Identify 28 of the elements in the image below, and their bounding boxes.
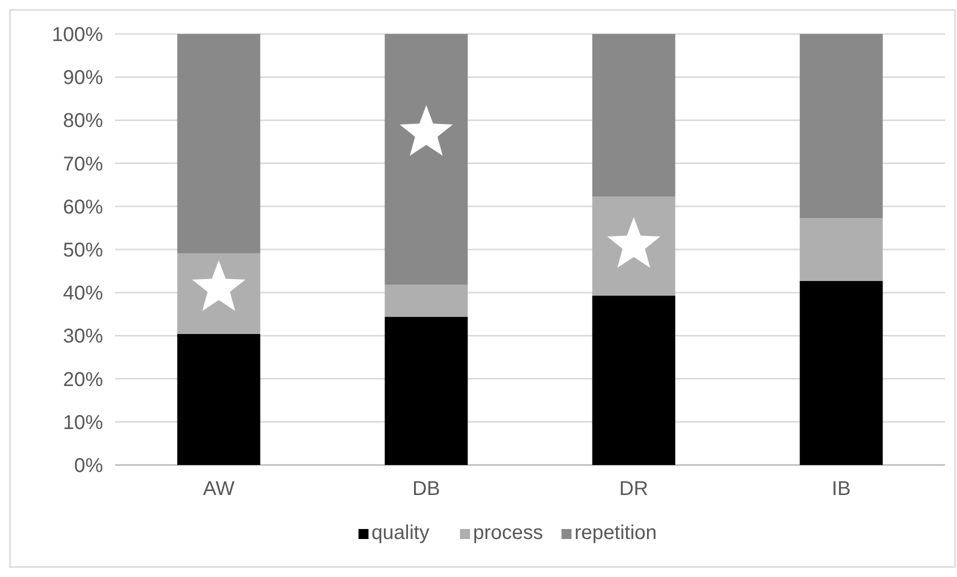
y-tick-label: 90% — [62, 67, 104, 90]
y-tick-label: 40% — [62, 282, 104, 305]
legend-label: process — [473, 522, 544, 544]
bar — [177, 334, 260, 465]
legend-label: quality — [372, 522, 430, 544]
bar — [800, 34, 883, 218]
bar — [592, 296, 676, 465]
x-tick-label: DB — [412, 478, 440, 500]
bar — [384, 284, 468, 317]
y-tick-label: 60% — [62, 196, 104, 218]
y-tick-label: 0% — [74, 455, 104, 477]
bar — [800, 280, 883, 465]
x-tick-label: DR — [619, 478, 648, 500]
bar — [177, 34, 260, 254]
legend-label: repetition — [574, 522, 657, 544]
y-tick-label: 10% — [62, 412, 104, 434]
bar — [800, 218, 883, 281]
bar — [384, 34, 468, 285]
y-tick-label: 20% — [62, 368, 104, 391]
y-tick-label: 50% — [62, 240, 104, 262]
x-tick-label: AW — [203, 478, 235, 500]
y-tick-label: 80% — [62, 110, 104, 132]
y-tick-label: 100% — [52, 24, 104, 46]
bar — [384, 316, 468, 465]
bar — [592, 34, 676, 196]
x-tick-label: IB — [832, 478, 851, 500]
y-tick-label: 70% — [62, 153, 104, 176]
y-tick-label: 30% — [62, 326, 104, 348]
